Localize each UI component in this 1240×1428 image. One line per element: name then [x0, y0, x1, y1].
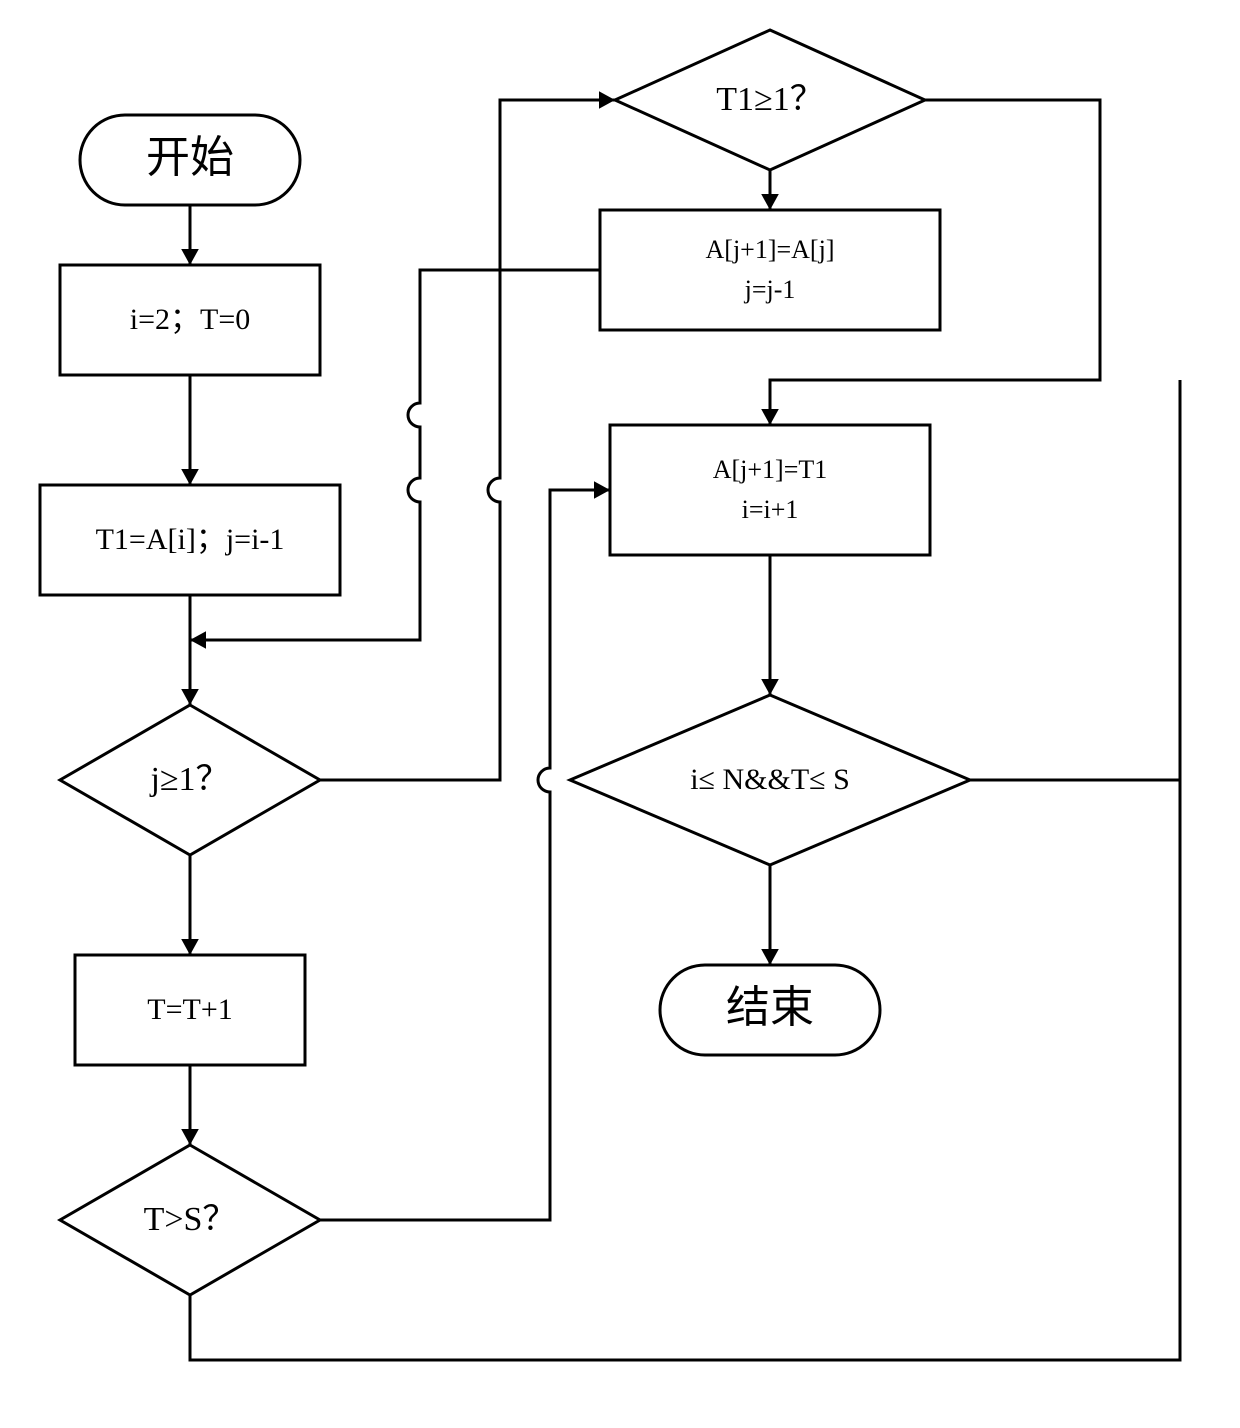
svg-text:T1≥1？: T1≥1？ — [716, 81, 823, 118]
svg-text:i≤ N&&T≤ S: i≤ N&&T≤ S — [690, 763, 850, 796]
svg-text:i=i+1: i=i+1 — [742, 495, 799, 524]
svg-text:开始: 开始 — [146, 133, 234, 182]
svg-text:A[j+1]=T1: A[j+1]=T1 — [713, 455, 828, 484]
svg-text:T=T+1: T=T+1 — [147, 993, 233, 1026]
flowchart: 开始 i=2；T=0 T1=A[i]；j=i-1 j≥1？ T=T+1 T>S？ T1≥1？… — [0, 0, 1240, 1428]
svg-text:T1=A[i]；j=i-1: T1=A[i]；j=i-1 — [96, 523, 285, 556]
svg-text:j≥1？: j≥1？ — [149, 761, 229, 798]
svg-text:j=j-1: j=j-1 — [744, 275, 796, 304]
svg-text:A[j+1]=A[j]: A[j+1]=A[j] — [706, 235, 835, 264]
svg-text:结束: 结束 — [726, 983, 814, 1032]
svg-text:T>S？: T>S？ — [144, 1201, 237, 1238]
svg-text:i=2；T=0: i=2；T=0 — [130, 303, 251, 336]
